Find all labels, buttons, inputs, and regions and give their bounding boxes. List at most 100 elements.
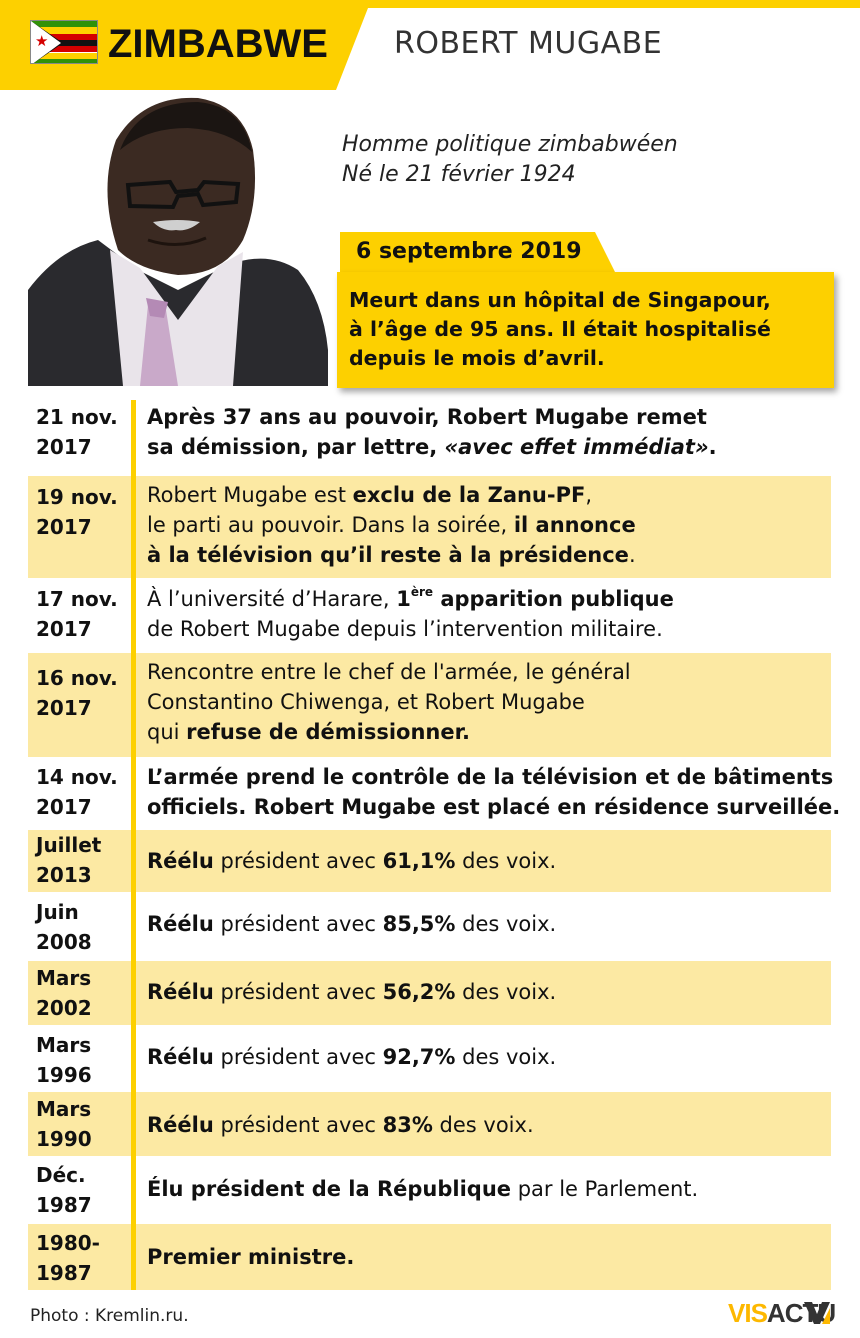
timeline-text-line: Réélu président avec 83% des voix.	[147, 1110, 534, 1140]
timeline-text-segment: Après 37 ans au pouvoir, Robert Mugabe r…	[147, 405, 707, 429]
timeline-date-year: 2017	[36, 696, 92, 720]
timeline-text: À l’université d’Harare, 1ère apparition…	[147, 584, 674, 644]
timeline-text-line: Réélu président avec 61,1% des voix.	[147, 846, 556, 876]
header-bar: ★ ZIMBABWE ROBERT MUGABE	[0, 0, 860, 90]
timeline-date-line: Mars	[36, 966, 92, 990]
timeline-text-segment: président avec	[213, 912, 383, 936]
timeline-text-segment: président avec	[213, 1045, 383, 1069]
timeline-text-line: sa démission, par lettre, «avec effet im…	[147, 432, 717, 462]
timeline-row: Mars 1996 Réélu président avec 92,7% des v…	[28, 1028, 831, 1090]
timeline-date-line: 14 nov.	[36, 765, 118, 789]
timeline-text-segment: de Robert Mugabe depuis l’intervention m…	[147, 617, 663, 641]
timeline-row: 19 nov. 2017 Robert Mugabe est exclu de la…	[28, 476, 831, 578]
timeline-row: 14 nov. 2017 L’armée prend le contrôle de …	[28, 760, 840, 828]
timeline-text-segment: .	[628, 543, 636, 567]
timeline-text: Après 37 ans au pouvoir, Robert Mugabe r…	[147, 402, 717, 462]
timeline-date: Mars 1990	[36, 1094, 92, 1154]
bio-line: Né le 21 février 1924	[342, 162, 576, 187]
timeline-date-line: Juin	[36, 900, 79, 924]
timeline-date-line: 17 nov.	[36, 587, 118, 611]
timeline-date-year: 2017	[36, 795, 92, 819]
timeline-text-segment: 85,5%	[382, 912, 456, 936]
death-line: depuis le mois d’avril.	[349, 346, 605, 370]
timeline-text-line: à la télévision qu’il reste à la préside…	[147, 540, 636, 570]
timeline-date-year: 2017	[36, 617, 92, 641]
timeline-text-segment: Élu président de la République	[147, 1177, 512, 1201]
photo-credit: Photo : Kremlin.ru.	[30, 1306, 189, 1326]
timeline-text: Rencontre entre le chef de l'armée, le g…	[147, 657, 631, 747]
timeline-row: Juin 2008 Réélu président avec 85,5% des v…	[28, 895, 831, 959]
timeline-date: Juin 2008	[36, 897, 92, 957]
timeline-text-segment: officiels. Robert Mugabe est placé en ré…	[147, 795, 841, 819]
timeline-row: Mars 2002 Réélu président avec 56,2% des v…	[28, 961, 831, 1025]
timeline-text: Réélu président avec 85,5% des voix.	[147, 909, 556, 939]
timeline-text-segment: des voix.	[455, 1045, 557, 1069]
timeline-text-segment: Réélu	[147, 980, 214, 1004]
timeline-text-segment: 61,1%	[382, 849, 456, 873]
timeline-text-line: À l’université d’Harare, 1ère apparition…	[147, 584, 674, 614]
timeline-text-segment: président avec	[213, 1113, 383, 1137]
person-name: ROBERT MUGABE	[394, 26, 663, 61]
timeline-text: Premier ministre.	[147, 1242, 354, 1272]
timeline-text-segment: des voix.	[455, 980, 557, 1004]
death-line: à l’âge de 95 ans. Il était hospitalisé	[349, 317, 771, 341]
timeline-text-segment: Robert Mugabe est	[147, 483, 353, 507]
timeline-row: 16 nov. 2017 Rencontre entre le chef de l'…	[28, 653, 831, 757]
death-box: Meurt dans un hôpital de Singapour, à l’…	[337, 272, 834, 388]
timeline-text-segment: il annonce	[513, 513, 636, 537]
death-line: Meurt dans un hôpital de Singapour,	[349, 288, 771, 312]
timeline-text-line: Après 37 ans au pouvoir, Robert Mugabe r…	[147, 402, 717, 432]
timeline-text-segment: 92,7%	[382, 1045, 456, 1069]
bio-description: Homme politique zimbabwéen Né le 21 févr…	[342, 130, 678, 190]
timeline-text-line: le parti au pouvoir. Dans la soirée, il …	[147, 510, 636, 540]
timeline-date-year: 1990	[36, 1127, 92, 1151]
visactu-logo-icon	[804, 1302, 830, 1324]
timeline-date-year: 2017	[36, 515, 92, 539]
timeline-row: Mars 1990 Réélu président avec 83% des voi…	[28, 1092, 831, 1156]
timeline-text-segment: président avec	[213, 980, 383, 1004]
timeline-date-line: 16 nov.	[36, 666, 118, 690]
timeline-date-line: Mars	[36, 1033, 92, 1057]
timeline-text-segment: ère	[410, 585, 434, 599]
timeline-date-year: 2017	[36, 435, 92, 459]
timeline-date: 16 nov. 2017	[36, 663, 118, 723]
timeline-date-line: 19 nov.	[36, 485, 118, 509]
timeline-date: 21 nov. 2017	[36, 402, 118, 462]
timeline-date-year: 2008	[36, 930, 92, 954]
timeline-text: L’armée prend le contrôle de la télévisi…	[147, 762, 840, 822]
portrait-photo	[28, 90, 328, 386]
timeline-text-segment: apparition publique	[433, 587, 674, 611]
timeline-date: 1980- 1987	[36, 1228, 100, 1288]
timeline-row: 21 nov. 2017 Après 37 ans au pouvoir, Robe…	[28, 400, 831, 472]
timeline-text-line: L’armée prend le contrôle de la télévisi…	[147, 762, 840, 792]
timeline-axis	[131, 400, 136, 1290]
timeline-date-year: 1996	[36, 1063, 92, 1087]
timeline-date-year: 1987	[36, 1193, 92, 1217]
country-title: ZIMBABWE	[108, 22, 328, 66]
timeline-date: Juillet 2013	[36, 830, 101, 890]
timeline-text-segment: 56,2%	[382, 980, 456, 1004]
timeline-text-line: officiels. Robert Mugabe est placé en ré…	[147, 792, 840, 822]
timeline-text-segment: par le Parlement.	[511, 1177, 699, 1201]
timeline-text-segment: À l’université d’Harare,	[147, 587, 397, 611]
timeline-text-segment: 1	[396, 587, 411, 611]
timeline-text-segment: Réélu	[147, 849, 214, 873]
timeline-text: Réélu président avec 83% des voix.	[147, 1110, 534, 1140]
timeline-text-line: Constantino Chiwenga, et Robert Mugabe	[147, 687, 631, 717]
timeline-date-year: 1987	[36, 1261, 92, 1285]
timeline-text-segment: qui	[147, 720, 187, 744]
timeline-text-line: Réélu président avec 85,5% des voix.	[147, 909, 556, 939]
timeline-text-segment: 83%	[382, 1113, 433, 1137]
timeline-text-line: qui refuse de démissionner.	[147, 717, 631, 747]
timeline-text-line: Élu président de la République par le Pa…	[147, 1174, 698, 1204]
timeline-text-segment: exclu de la Zanu-PF	[352, 483, 586, 507]
timeline-text-segment: des voix.	[455, 912, 557, 936]
timeline-date: Mars 1996	[36, 1030, 92, 1090]
timeline-date-year: 2002	[36, 996, 92, 1020]
timeline-text-segment: président avec	[213, 849, 383, 873]
person-title-box	[336, 8, 860, 90]
timeline-text: Réélu président avec 56,2% des voix.	[147, 977, 556, 1007]
timeline-text-segment: Réélu	[147, 912, 214, 936]
timeline-text-segment: Rencontre entre le chef de l'armée, le g…	[147, 660, 631, 684]
timeline-row: 1980- 1987 Premier ministre.	[28, 1224, 831, 1290]
